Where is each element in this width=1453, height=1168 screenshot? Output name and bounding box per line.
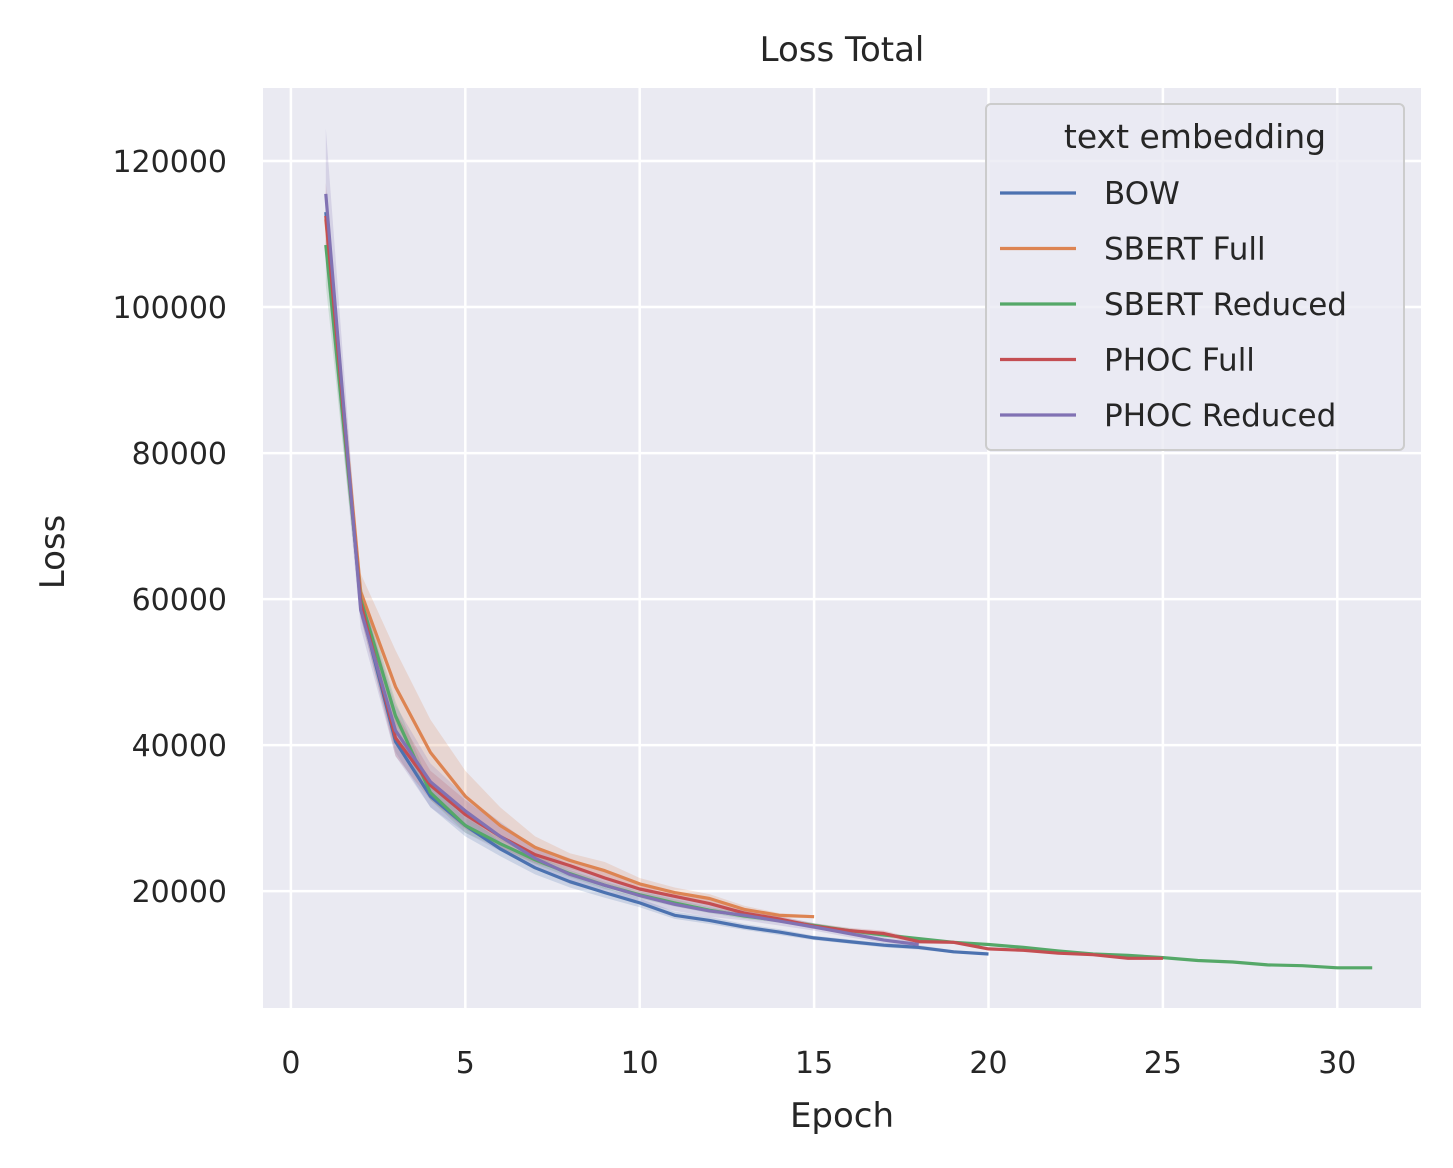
- legend-item-phoc-reduced: PHOC Reduced: [1000, 398, 1336, 434]
- legend-item-bow: BOW: [1000, 176, 1180, 212]
- series-lines: [324, 193, 1373, 970]
- legend-title: text embedding: [1064, 117, 1326, 156]
- legend-item-sbert-full: SBERT Full: [1000, 232, 1266, 268]
- x-tick-label: 20: [969, 1046, 1007, 1081]
- legend-label: PHOC Full: [1104, 343, 1255, 379]
- legend-item-phoc-full: PHOC Full: [1000, 343, 1255, 379]
- gridlines: [263, 88, 1421, 1008]
- y-tick-label: 60000: [132, 583, 227, 618]
- legend-box: [985, 103, 1405, 451]
- y-tick-label: 20000: [132, 875, 227, 910]
- y-tick-label: 80000: [132, 437, 227, 472]
- legend: text embedding BOW SBERT Full SBERT Reduce…: [985, 103, 1405, 451]
- x-tick-label: 15: [795, 1046, 833, 1081]
- line-phoc-reduced: [324, 193, 919, 947]
- x-tick-label: 0: [281, 1046, 300, 1081]
- y-axis-label: Loss: [33, 515, 73, 590]
- legend-label: SBERT Full: [1104, 232, 1266, 268]
- y-tick-label: 100000: [112, 291, 227, 326]
- line-sbert-full: [324, 219, 815, 919]
- line-phoc-full: [324, 215, 1163, 960]
- legend-item-sbert-reduced: SBERT Reduced: [1000, 287, 1347, 323]
- y-tick-label: 120000: [112, 145, 227, 180]
- x-tick-label: 25: [1144, 1046, 1182, 1081]
- y-axis-ticks: 20000 40000 60000 80000 100000 120000: [112, 145, 227, 910]
- legend-items: BOW SBERT Full SBERT Reduced PHOC Full PHOC …: [1000, 176, 1347, 434]
- x-axis-ticks: 0 5 10 15 20 25 30: [281, 1046, 1356, 1081]
- legend-label: PHOC Reduced: [1104, 398, 1336, 434]
- legend-label: BOW: [1104, 176, 1180, 212]
- line-bow: [324, 211, 989, 956]
- y-tick-label: 40000: [132, 729, 227, 764]
- x-tick-label: 10: [621, 1046, 659, 1081]
- x-axis-label: Epoch: [790, 1096, 894, 1136]
- legend-label: SBERT Reduced: [1104, 287, 1347, 323]
- x-tick-label: 5: [456, 1046, 475, 1081]
- chart-title: Loss Total: [760, 30, 925, 70]
- x-tick-label: 30: [1318, 1046, 1356, 1081]
